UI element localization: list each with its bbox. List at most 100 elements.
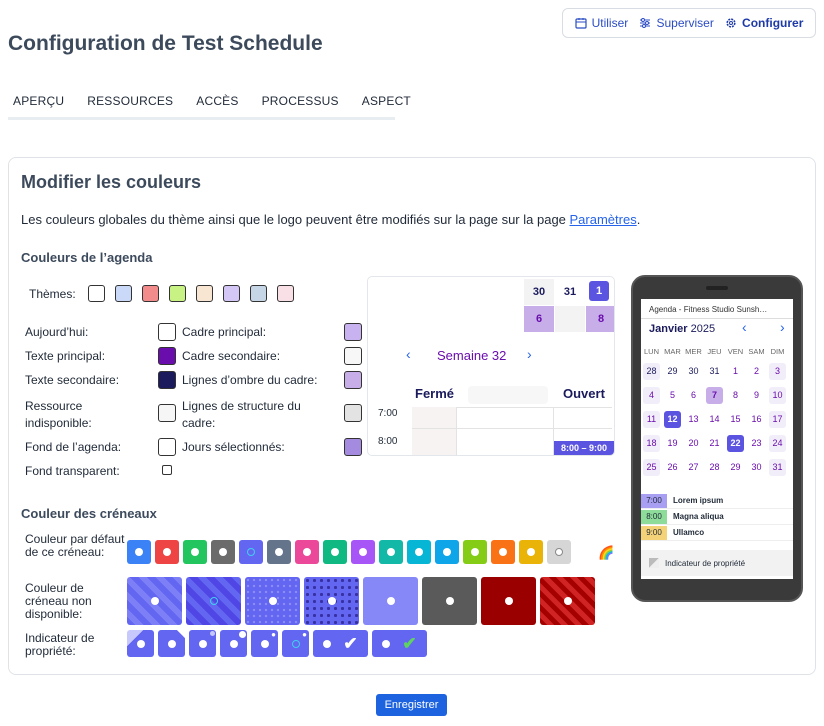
theme-swatch[interactable] <box>196 285 213 302</box>
phone-day[interactable]: 25 <box>643 458 660 476</box>
phone-day[interactable]: 21 <box>709 438 720 448</box>
owner-style-small-dot[interactable] <box>189 630 216 657</box>
slot-color-swatch[interactable] <box>295 540 319 564</box>
phone-day[interactable]: 18 <box>643 434 660 452</box>
tab-ressources[interactable]: RESSOURCES <box>87 94 174 108</box>
phone-day[interactable]: 22 <box>727 434 744 452</box>
phone-day[interactable]: 3 <box>769 362 786 380</box>
transparent-bg-checkbox[interactable] <box>162 465 172 475</box>
slot-color-swatch[interactable] <box>351 540 375 564</box>
theme-swatch[interactable] <box>223 285 240 302</box>
slot-color-swatch[interactable] <box>547 540 571 564</box>
theme-swatch[interactable] <box>115 285 132 302</box>
slot-color-swatch[interactable] <box>491 540 515 564</box>
phone-next-icon[interactable]: › <box>780 319 785 335</box>
owner-style-check-green[interactable]: ✔ <box>372 630 427 657</box>
tab-acces[interactable]: ACCÈS <box>196 94 239 108</box>
phone-day[interactable]: 2 <box>753 366 759 376</box>
phone-day[interactable]: 31 <box>769 458 786 476</box>
phone-day[interactable]: 30 <box>751 462 762 472</box>
theme-swatch[interactable] <box>88 285 105 302</box>
phone-day[interactable]: 9 <box>753 390 759 400</box>
unavail-pattern-light[interactable] <box>363 577 418 625</box>
slot-color-swatch[interactable] <box>379 540 403 564</box>
theme-swatch[interactable] <box>142 285 159 302</box>
phone-day[interactable]: 15 <box>730 414 741 424</box>
owner-style-user-selected[interactable]: ● <box>282 630 309 657</box>
unavail-pattern-diagonal-dark[interactable] <box>186 577 241 625</box>
phone-day[interactable]: 29 <box>667 366 678 376</box>
prev-week-icon[interactable]: ‹ <box>406 346 411 362</box>
phone-day[interactable]: 23 <box>751 438 762 448</box>
phone-day[interactable]: 13 <box>688 414 699 424</box>
phone-day[interactable]: 5 <box>669 390 675 400</box>
settings-link[interactable]: Paramètres <box>569 212 637 227</box>
unavail-pattern-diagonal[interactable] <box>127 577 182 625</box>
phone-day[interactable]: 26 <box>667 462 678 472</box>
phone-day[interactable]: 29 <box>730 462 741 472</box>
owner-style-corner[interactable] <box>127 630 154 657</box>
slot-color-swatch[interactable] <box>407 540 431 564</box>
selected-days-swatch[interactable] <box>344 438 362 456</box>
slot-color-swatch[interactable] <box>211 540 235 564</box>
unavail-pattern-dots[interactable] <box>245 577 300 625</box>
phone-day[interactable]: 19 <box>667 438 678 448</box>
phone-day[interactable]: 1 <box>732 366 738 376</box>
frame-main-swatch[interactable] <box>344 323 362 341</box>
phone-day[interactable]: 20 <box>688 438 699 448</box>
theme-swatch[interactable] <box>250 285 267 302</box>
phone-day[interactable]: 28 <box>709 462 720 472</box>
slot-color-swatch[interactable] <box>239 540 263 564</box>
secondary-text-color-swatch[interactable] <box>158 371 176 389</box>
unavail-pattern-red[interactable] <box>481 577 536 625</box>
phone-day[interactable]: 27 <box>688 462 699 472</box>
rainbow-icon[interactable]: 🌈 <box>598 545 615 560</box>
phone-day[interactable]: 8 <box>732 390 738 400</box>
phone-day[interactable]: 12 <box>664 410 681 428</box>
phone-day[interactable]: 7 <box>706 386 723 404</box>
nav-configurer[interactable]: Configurer <box>725 16 803 30</box>
tab-aspect[interactable]: ASPECT <box>361 94 411 108</box>
unavailable-color-swatch[interactable] <box>158 404 176 422</box>
slot-color-swatch[interactable] <box>519 540 543 564</box>
slot-color-swatch[interactable] <box>435 540 459 564</box>
owner-style-big-dot[interactable] <box>220 630 247 657</box>
slot-color-swatch[interactable] <box>183 540 207 564</box>
nav-utiliser[interactable]: Utiliser <box>574 16 628 30</box>
phone-day[interactable]: 31 <box>709 366 720 376</box>
unavail-pattern-dots-dark[interactable] <box>304 577 359 625</box>
bg-color-swatch[interactable] <box>158 438 176 456</box>
phone-day[interactable]: 10 <box>769 386 786 404</box>
frame-secondary-swatch[interactable] <box>344 347 362 365</box>
next-week-icon[interactable]: › <box>527 346 532 362</box>
slot-color-swatch[interactable] <box>463 540 487 564</box>
phone-day[interactable]: 11 <box>643 410 660 428</box>
event-row[interactable]: 8:00 Magna aliqua <box>641 509 793 525</box>
theme-swatch[interactable] <box>169 285 186 302</box>
slot-color-swatch[interactable] <box>267 540 291 564</box>
phone-prev-icon[interactable]: ‹ <box>742 319 747 335</box>
phone-day[interactable]: 4 <box>643 386 660 404</box>
unavail-pattern-red-striped[interactable] <box>540 577 595 625</box>
owner-style-cut[interactable] <box>158 630 185 657</box>
event-row[interactable]: 9:00 Ullamco <box>641 525 793 541</box>
phone-day[interactable]: 6 <box>690 390 696 400</box>
phone-day[interactable]: 24 <box>769 434 786 452</box>
phone-day[interactable]: 16 <box>751 414 762 424</box>
phone-day[interactable]: 30 <box>688 366 699 376</box>
theme-swatch[interactable] <box>277 285 294 302</box>
tab-processus[interactable]: PROCESSUS <box>261 94 339 108</box>
phone-day[interactable]: 17 <box>769 410 786 428</box>
event-row[interactable]: 7:00 Lorem ipsum <box>641 493 793 509</box>
unavail-pattern-grey[interactable] <box>422 577 477 625</box>
tab-apercu[interactable]: APERÇU <box>13 94 65 108</box>
slot-color-swatch[interactable] <box>155 540 179 564</box>
phone-day[interactable]: 14 <box>709 414 720 424</box>
today-color-swatch[interactable] <box>158 323 176 341</box>
owner-style-check-white[interactable]: ✔ <box>313 630 368 657</box>
structure-lines-swatch[interactable] <box>344 404 362 422</box>
owner-style-user[interactable]: ● <box>251 630 278 657</box>
main-text-color-swatch[interactable] <box>158 347 176 365</box>
slot-color-swatch[interactable] <box>127 540 151 564</box>
nav-superviser[interactable]: Superviser <box>639 16 714 30</box>
